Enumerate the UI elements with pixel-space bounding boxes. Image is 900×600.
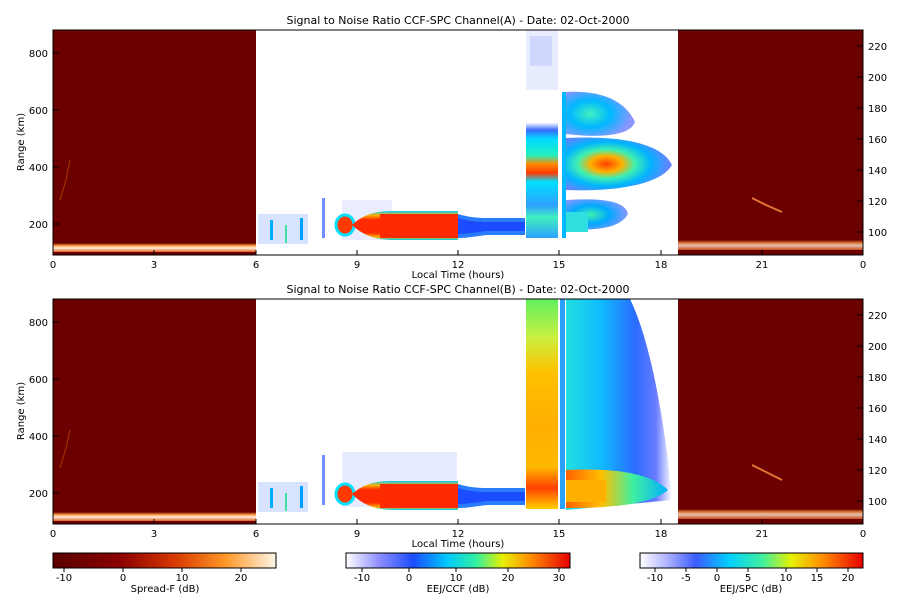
- colorbar-eej-spc-tick: 5: [745, 573, 751, 584]
- colorbar-eej-spc: -10 -5 0 5 10 15 20 EEJ/SPC (dB): [639, 552, 864, 595]
- x-axis-label-b: Local Time (hours): [412, 539, 505, 550]
- svg-text:120: 120: [868, 197, 887, 208]
- svg-text:12: 12: [452, 529, 465, 540]
- colorbar-spreadf-tick: -10: [56, 573, 72, 584]
- svg-text:800: 800: [29, 318, 48, 329]
- colorbar-eej-spc-tick: 20: [842, 573, 855, 584]
- colorbar-eej-ccf: -10 0 10 20 30 EEJ/CCF (dB): [345, 552, 571, 595]
- frame-a: [52, 29, 864, 256]
- colorbar-eej-ccf-tick: 10: [450, 573, 463, 584]
- x-axis-label-a: Local Time (hours): [412, 270, 505, 281]
- colorbar-spreadf-tick: 0: [120, 573, 126, 584]
- svg-text:160: 160: [868, 135, 887, 146]
- spreadf-block-right-b: [678, 299, 863, 524]
- x-tick-labels-b: 0 3 6 9 12 15 18 21 0: [50, 529, 866, 540]
- spreadf-block-left-b: [53, 299, 256, 524]
- svg-text:200: 200: [29, 220, 48, 231]
- spreadf-base-left-a: [53, 243, 256, 252]
- svg-text:600: 600: [29, 375, 48, 386]
- svg-text:140: 140: [868, 166, 887, 177]
- colorbar-eej-ccf-gradient: [345, 552, 571, 569]
- svg-text:15: 15: [553, 260, 566, 271]
- panel-a: Signal to Noise Ratio CCF-SPC Channel(A)…: [16, 14, 887, 281]
- svg-text:9: 9: [354, 529, 360, 540]
- svg-text:600: 600: [29, 106, 48, 117]
- y-tick-labels-right-b: 100 120 140 160 180 200 220: [868, 311, 887, 508]
- svg-text:0: 0: [860, 529, 866, 540]
- x-tick-labels-a: 0 3 6 9 12 15 18 21 0: [50, 260, 866, 271]
- colorbar-eej-ccf-tick: 0: [406, 573, 412, 584]
- eej-ccf-region-b: [258, 452, 525, 512]
- eej-spc-region-b: [526, 299, 672, 510]
- spreadf-trace-left-b: [59, 429, 71, 469]
- spreadf-block-right-a: [678, 30, 863, 255]
- svg-text:6: 6: [253, 260, 259, 271]
- svg-text:18: 18: [655, 260, 668, 271]
- svg-text:200: 200: [868, 342, 887, 353]
- spreadf-trace-left-a: [59, 159, 71, 201]
- y-axis-label-b: Range (km): [16, 382, 27, 440]
- colorbar-spreadf-gradient: [52, 552, 277, 569]
- spreadf-block-left-a: [53, 30, 256, 255]
- svg-text:220: 220: [868, 311, 887, 322]
- svg-text:160: 160: [868, 404, 887, 415]
- svg-text:15: 15: [553, 529, 566, 540]
- y-axis-label-a: Range (km): [16, 113, 27, 171]
- colorbar-eej-spc-tick: 0: [714, 573, 720, 584]
- svg-text:18: 18: [655, 529, 668, 540]
- colorbar-eej-spc-tick: 10: [780, 573, 793, 584]
- eej-ccf-region-a: [258, 198, 525, 244]
- svg-text:3: 3: [151, 260, 157, 271]
- svg-text:3: 3: [151, 529, 157, 540]
- svg-text:800: 800: [29, 49, 48, 60]
- panel-b: Signal to Noise Ratio CCF-SPC Channel(B)…: [16, 283, 887, 550]
- svg-text:140: 140: [868, 435, 887, 446]
- eej-spc-region-a: [526, 30, 672, 238]
- svg-text:400: 400: [29, 432, 48, 443]
- svg-text:0: 0: [50, 260, 56, 271]
- colorbar-spreadf: -10 0 10 20 Spread-F (dB): [52, 552, 277, 595]
- colorbar-eej-ccf-tick: 30: [553, 573, 566, 584]
- svg-text:100: 100: [868, 228, 887, 239]
- svg-text:21: 21: [756, 529, 769, 540]
- spreadf-base-right-b: [678, 509, 863, 519]
- spreadf-trace-right-b: [751, 464, 783, 481]
- colorbar-spreadf-label: Spread-F (dB): [131, 584, 200, 595]
- svg-text:0: 0: [860, 260, 866, 271]
- svg-text:6: 6: [253, 529, 259, 540]
- y-tick-labels-left-b: 200 400 600 800: [29, 318, 48, 500]
- spreadf-trace-right-a: [751, 197, 783, 213]
- svg-text:200: 200: [29, 489, 48, 500]
- y-tick-labels-right-a: 100 120 140 160 180 200 220: [868, 42, 887, 239]
- colorbar-eej-spc-tick: 15: [811, 573, 824, 584]
- spreadf-base-right-a: [678, 240, 863, 250]
- colorbar-eej-spc-label: EEJ/SPC (dB): [720, 584, 783, 595]
- svg-text:400: 400: [29, 163, 48, 174]
- colorbar-eej-spc-tick: -5: [681, 573, 691, 584]
- svg-text:100: 100: [868, 497, 887, 508]
- spreadf-base-left-b: [53, 512, 256, 521]
- svg-text:12: 12: [452, 260, 465, 271]
- svg-text:220: 220: [868, 42, 887, 53]
- svg-text:9: 9: [354, 260, 360, 271]
- colorbar-eej-ccf-label: EEJ/CCF (dB): [427, 584, 490, 595]
- svg-text:200: 200: [868, 73, 887, 84]
- colorbar-spreadf-tick: 10: [176, 573, 189, 584]
- colorbar-eej-ccf-tick: -10: [354, 573, 370, 584]
- colorbar-eej-spc-gradient: [639, 552, 864, 569]
- svg-text:0: 0: [50, 529, 56, 540]
- title-b: Signal to Noise Ratio CCF-SPC Channel(B)…: [286, 283, 629, 296]
- colorbar-eej-ccf-tick: 20: [502, 573, 515, 584]
- svg-text:180: 180: [868, 373, 887, 384]
- colorbar-eej-spc-tick: -10: [647, 573, 663, 584]
- title-a: Signal to Noise Ratio CCF-SPC Channel(A)…: [286, 14, 629, 27]
- y-tick-labels-left-a: 200 400 600 800: [29, 49, 48, 231]
- colorbar-spreadf-tick: 20: [235, 573, 248, 584]
- svg-text:180: 180: [868, 104, 887, 115]
- svg-text:21: 21: [756, 260, 769, 271]
- frame-b: [52, 298, 864, 525]
- svg-text:120: 120: [868, 466, 887, 477]
